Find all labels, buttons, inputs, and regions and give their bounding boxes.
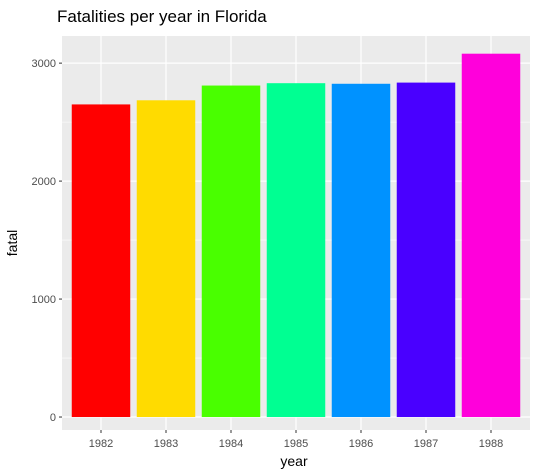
x-axis-title: year [280, 453, 308, 469]
x-tick-label: 1985 [284, 438, 308, 450]
chart-title: Fatalities per year in Florida [57, 7, 267, 26]
x-tick-label: 1983 [154, 438, 178, 450]
y-axis-title: fatal [4, 230, 20, 256]
bar-1985 [266, 83, 326, 418]
bars-group [71, 53, 521, 418]
y-axis: 0 1000 2000 3000 [32, 58, 62, 424]
y-tick-label: 3000 [32, 58, 56, 70]
x-tick-label: 1984 [219, 438, 243, 450]
x-tick-label: 1988 [479, 438, 503, 450]
y-tick-label: 1000 [32, 294, 56, 306]
bar-1984 [201, 85, 261, 418]
x-tick-label: 1987 [414, 438, 438, 450]
bar-1983 [136, 100, 196, 418]
x-tick-label: 1982 [89, 438, 113, 450]
y-tick-label: 0 [50, 412, 56, 424]
bar-1986 [331, 83, 391, 418]
bar-1988 [461, 53, 521, 418]
bar-1987 [396, 82, 456, 418]
bar-1982 [71, 104, 131, 418]
x-axis: 1982 1983 1984 1985 1986 1987 1988 [89, 430, 503, 450]
y-tick-label: 2000 [32, 176, 56, 188]
x-tick-label: 1986 [349, 438, 373, 450]
